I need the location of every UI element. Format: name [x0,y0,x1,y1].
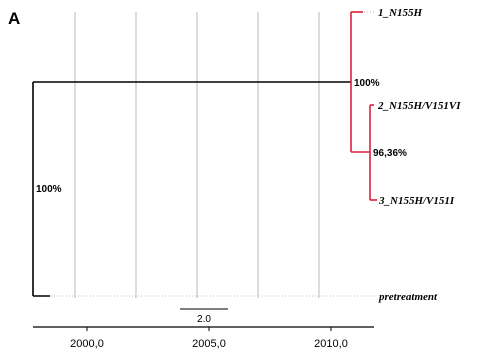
tip-label-pretreatment: pretreatment [378,291,438,303]
panel-label: A [8,9,20,28]
tip-label-2: 2_N155H/V151VI [377,100,461,112]
gridlines [74,12,320,298]
time-axis: 2000,0 2005,0 2010,0 [33,326,374,350]
time-axis-tick-label: 2000,0 [70,338,104,350]
node-support-root: 100% [36,184,62,195]
tip-label-3: 3_N155H/V151I [378,195,455,207]
node-support-inner: 96,36% [373,148,407,159]
scale-bar: 2.0 [180,308,228,325]
scale-bar-label: 2.0 [197,314,211,325]
time-axis-tick-label: 2005,0 [192,338,226,350]
node-support-clade: 100% [354,78,380,89]
tree-branches [32,81,351,297]
highlighted-lineage [350,11,377,201]
tip-leaders [51,11,376,297]
time-axis-tick-label: 2010,0 [314,338,348,350]
tip-label-1: 1_N155H [378,7,422,19]
